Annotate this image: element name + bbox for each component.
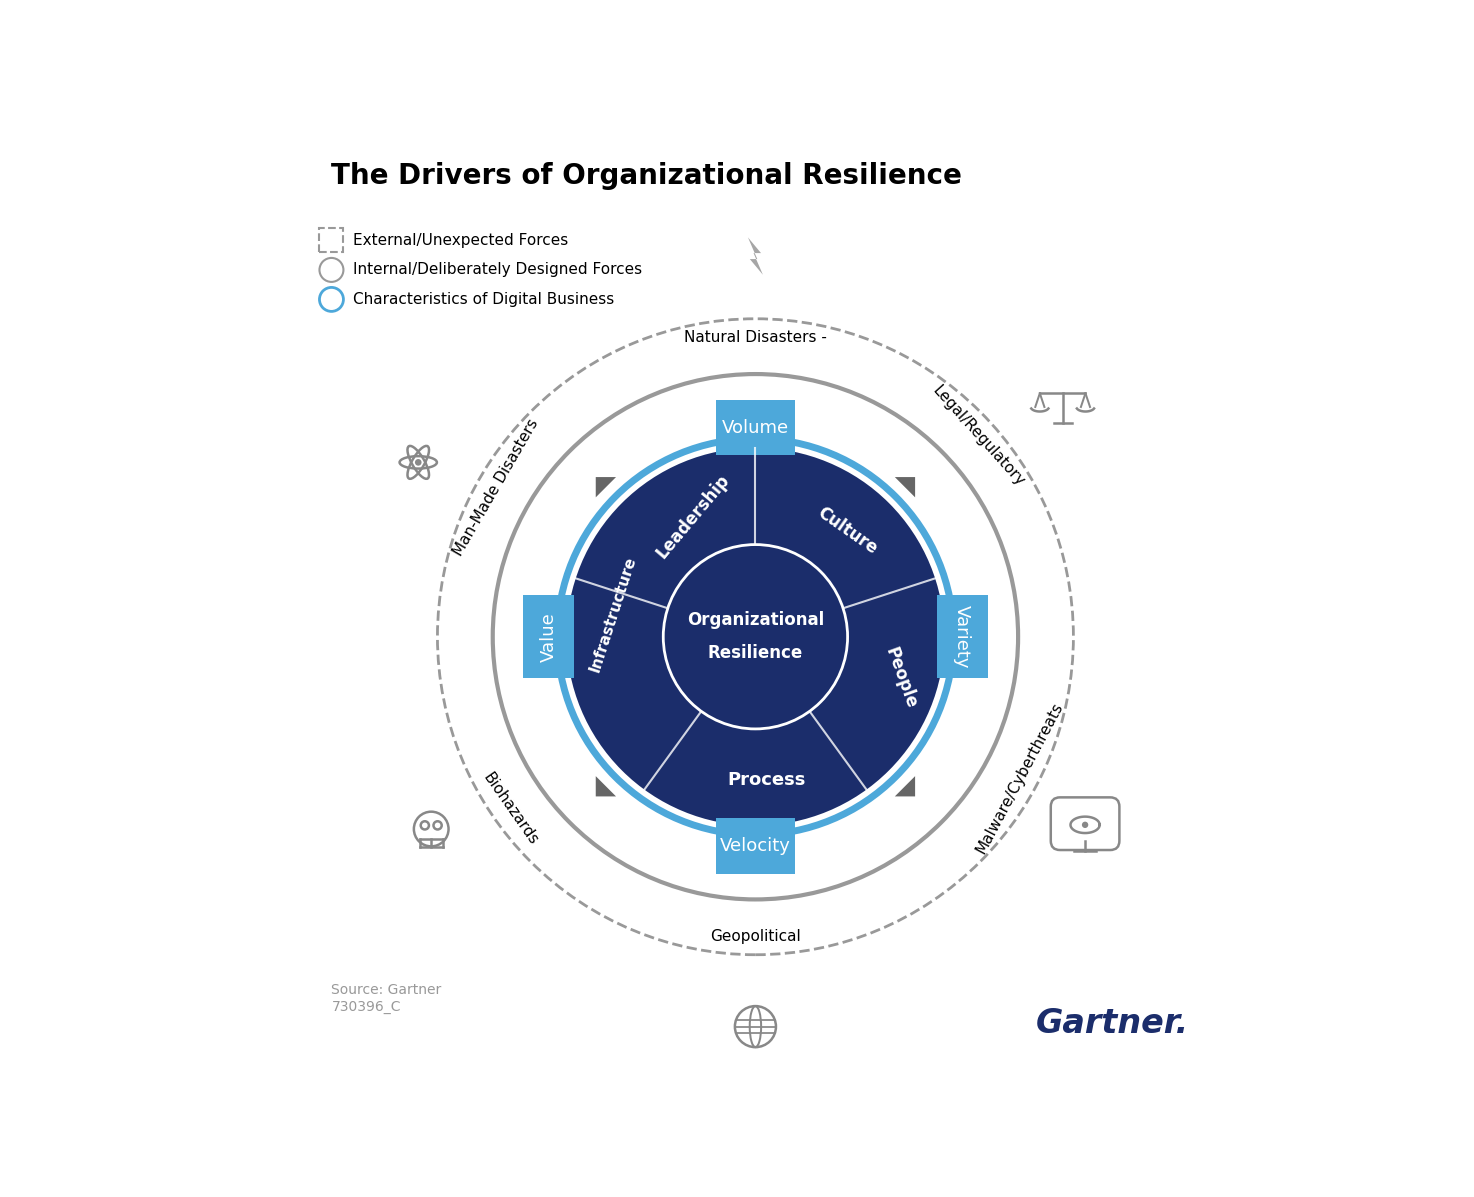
Text: Resilience: Resilience [708,644,803,662]
Text: Internal/Deliberately Designed Forces: Internal/Deliberately Designed Forces [352,262,641,278]
Text: Infrastructure: Infrastructure [587,554,638,674]
Text: Legal/Regulatory: Legal/Regulatory [929,383,1027,490]
Text: Organizational: Organizational [687,612,824,630]
Text: Volume: Volume [722,419,789,437]
Text: Velocity: Velocity [719,837,792,855]
Text: 730396_C: 730396_C [332,1001,401,1014]
Text: Culture: Culture [814,504,881,558]
Text: Variety: Variety [954,604,971,668]
Polygon shape [595,478,616,497]
Text: Source: Gartner: Source: Gartner [332,983,442,997]
Text: Man-Made Disasters: Man-Made Disasters [451,415,541,558]
Text: External/Unexpected Forces: External/Unexpected Forces [352,233,567,248]
Circle shape [663,545,848,729]
Text: Geopolitical: Geopolitical [710,929,800,943]
Polygon shape [747,237,764,275]
Text: Biohazards: Biohazards [479,770,541,847]
Text: Malware/Cyberthreats: Malware/Cyberthreats [974,699,1066,856]
Polygon shape [895,478,915,497]
Text: Gartner.: Gartner. [1036,1008,1188,1040]
Text: The Drivers of Organizational Resilience: The Drivers of Organizational Resilience [332,162,963,190]
FancyBboxPatch shape [716,400,794,455]
Circle shape [566,448,945,826]
FancyBboxPatch shape [937,595,988,679]
FancyBboxPatch shape [523,595,573,679]
Text: Natural Disasters -: Natural Disasters - [684,329,827,345]
Circle shape [414,458,422,466]
Text: Leadership: Leadership [653,472,733,563]
Text: Characteristics of Digital Business: Characteristics of Digital Business [352,292,613,306]
Text: People: People [881,645,920,711]
Text: Value: Value [539,612,557,662]
Text: Process: Process [727,771,806,789]
Circle shape [1082,821,1088,828]
Polygon shape [595,776,616,796]
FancyBboxPatch shape [716,819,794,874]
Polygon shape [895,776,915,796]
